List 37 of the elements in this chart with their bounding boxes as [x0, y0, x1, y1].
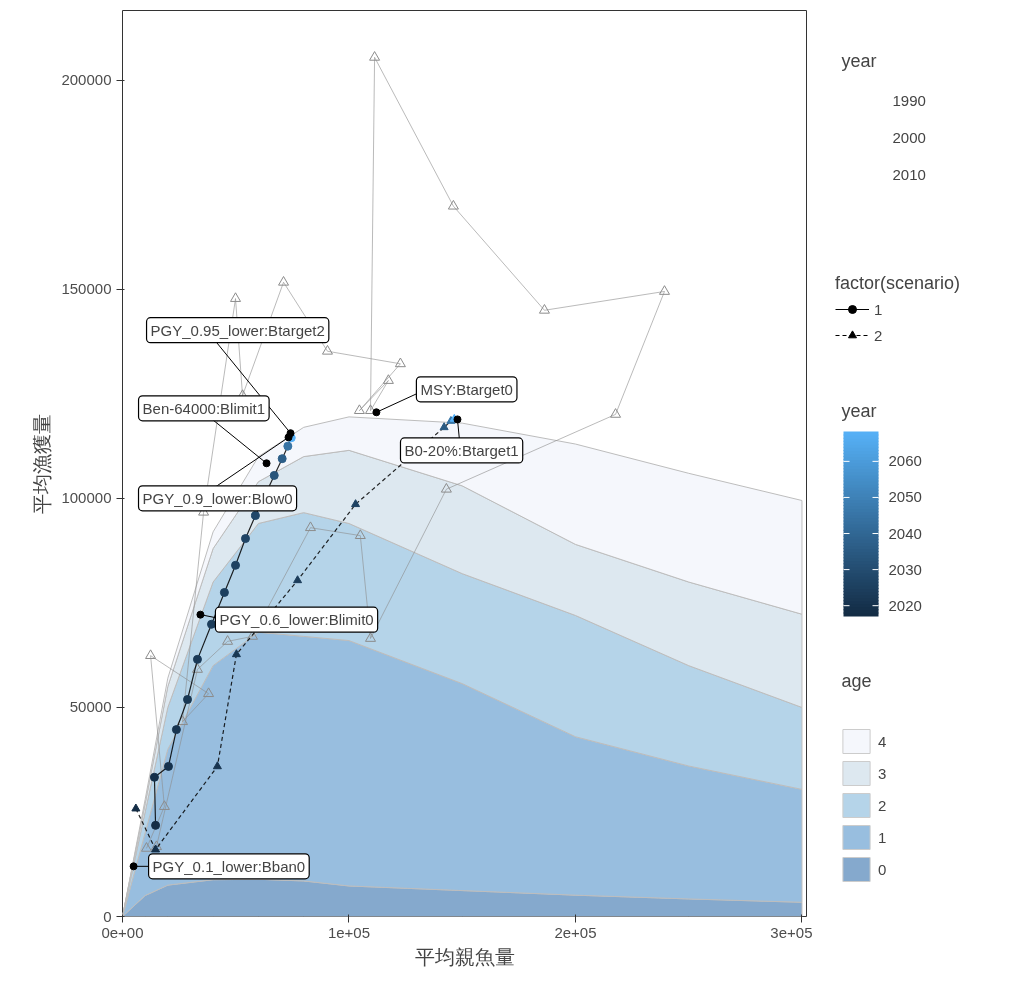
x-axis-title: 平均親魚量 [414, 945, 515, 968]
annotation: B0-20%:Btarget1 [404, 441, 519, 459]
text: 1990 [892, 91, 926, 109]
color-bar-label: 2020 [888, 596, 922, 614]
annotation: PGY_0.95_lower:Btarget2 [150, 321, 325, 339]
x-tick-label: 2e+05 [554, 923, 597, 941]
color-bar-label: 2060 [888, 452, 922, 470]
text: age [841, 670, 872, 691]
text: 2010 [892, 165, 926, 183]
annotation: Ben-64000:Blimit1 [142, 399, 266, 417]
y-tick-label: 150000 [61, 280, 112, 298]
annotation: PGY_0.1_lower:Bban0 [152, 857, 306, 875]
annotation: PGY_0.6_lower:Blimit0 [219, 611, 374, 629]
legend-title: factor(scenario) [835, 273, 961, 294]
legend-label: 0 [878, 860, 888, 878]
y-tick-label: 200000 [61, 71, 112, 89]
color-bar-label: 2030 [888, 560, 922, 578]
y-tick-label: 50000 [69, 698, 112, 716]
x-tick-label: 3e+05 [770, 923, 813, 941]
y-axis-title: 平均漁獲量 [31, 413, 54, 514]
legend-label: 2 [878, 796, 888, 814]
y-tick-label: 100000 [61, 489, 112, 507]
y-tick-label: 0 [103, 907, 112, 925]
legend-label: 3 [878, 764, 888, 782]
text: year [841, 50, 877, 71]
annotation: MSY:Btarget0 [420, 380, 513, 398]
text: 2000 [892, 128, 926, 146]
annotation: PGY_0.9_lower:Blow0 [142, 489, 293, 507]
x-tick-label: 1e+05 [327, 923, 371, 941]
color-bar-title: year [841, 400, 877, 421]
legend-label: 4 [878, 732, 888, 750]
color-bar-label: 2050 [888, 488, 922, 506]
x-tick-label: 0e+00 [101, 923, 144, 941]
legend-label: 1 [874, 300, 884, 318]
color-bar-label: 2040 [888, 524, 922, 542]
legend-label: 1 [878, 828, 888, 846]
legend-label: 2 [874, 326, 884, 344]
